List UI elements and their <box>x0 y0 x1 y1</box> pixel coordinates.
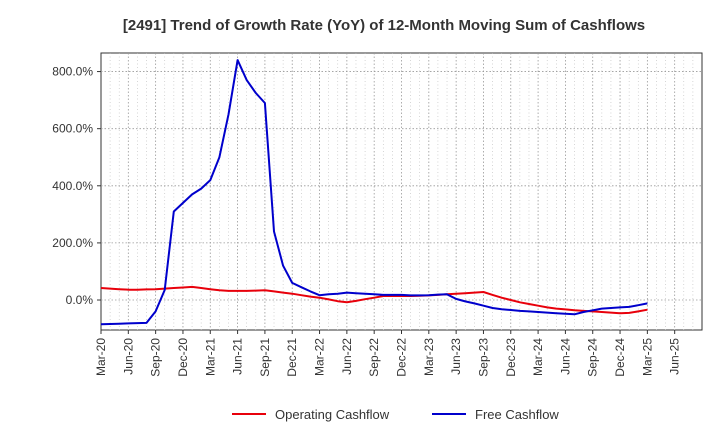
x-tick-label: Mar-25 <box>640 338 654 376</box>
legend: Operating Cashflow Free Cashflow <box>232 407 559 422</box>
x-tick-label: Mar-22 <box>313 338 327 376</box>
x-tick-label: Dec-23 <box>504 338 518 377</box>
x-tick-label: Sep-23 <box>476 338 490 377</box>
x-tick-label: Dec-21 <box>285 338 299 377</box>
x-tick-label: Mar-24 <box>531 338 545 376</box>
x-tick-label: Sep-21 <box>258 338 272 377</box>
y-tick-label: 400.0% <box>52 179 93 193</box>
x-tick-label: Dec-22 <box>395 338 409 377</box>
y-tick-label: 800.0% <box>52 65 93 79</box>
y-gridlines <box>101 71 702 301</box>
x-tick-label: Dec-20 <box>176 338 190 377</box>
y-tick-label: 600.0% <box>52 122 93 136</box>
y-tick-label: 200.0% <box>52 236 93 250</box>
x-tick-label: Mar-23 <box>422 338 436 376</box>
x-tick-label: Jun-25 <box>668 338 682 375</box>
legend-label-free-cashflow: Free Cashflow <box>475 407 559 422</box>
x-tick-label: Jun-24 <box>558 338 572 375</box>
series-line-operating-cashflow <box>100 285 648 315</box>
x-tick-label: Jun-20 <box>121 338 135 375</box>
x-tick-label: Jun-21 <box>231 338 245 375</box>
y-tick-label: 0.0% <box>66 293 94 307</box>
chart-title: [2491] Trend of Growth Rate (YoY) of 12-… <box>123 17 645 34</box>
legend-label-operating-cashflow: Operating Cashflow <box>275 407 390 422</box>
x-tick-label: Dec-24 <box>613 338 627 377</box>
y-axis: 0.0% 200.0% 400.0% 600.0% 800.0% <box>52 65 101 307</box>
x-tick-label: Mar-20 <box>94 338 108 376</box>
x-tick-label: Jun-22 <box>340 338 354 375</box>
x-tick-label: Sep-20 <box>149 338 163 377</box>
x-axis: Mar-20 Jun-20 Sep-20 Dec-20 Mar-21 Jun-21 Sep-… <box>94 330 682 377</box>
series-layer <box>100 59 648 326</box>
x-tick-label: Mar-21 <box>203 338 217 376</box>
x-tick-label: Sep-22 <box>367 338 381 377</box>
x-tick-label: Jun-23 <box>449 338 463 375</box>
series-line-free-cashflow <box>100 59 648 326</box>
x-gridlines <box>109 53 694 330</box>
x-tick-label: Sep-24 <box>586 338 600 377</box>
